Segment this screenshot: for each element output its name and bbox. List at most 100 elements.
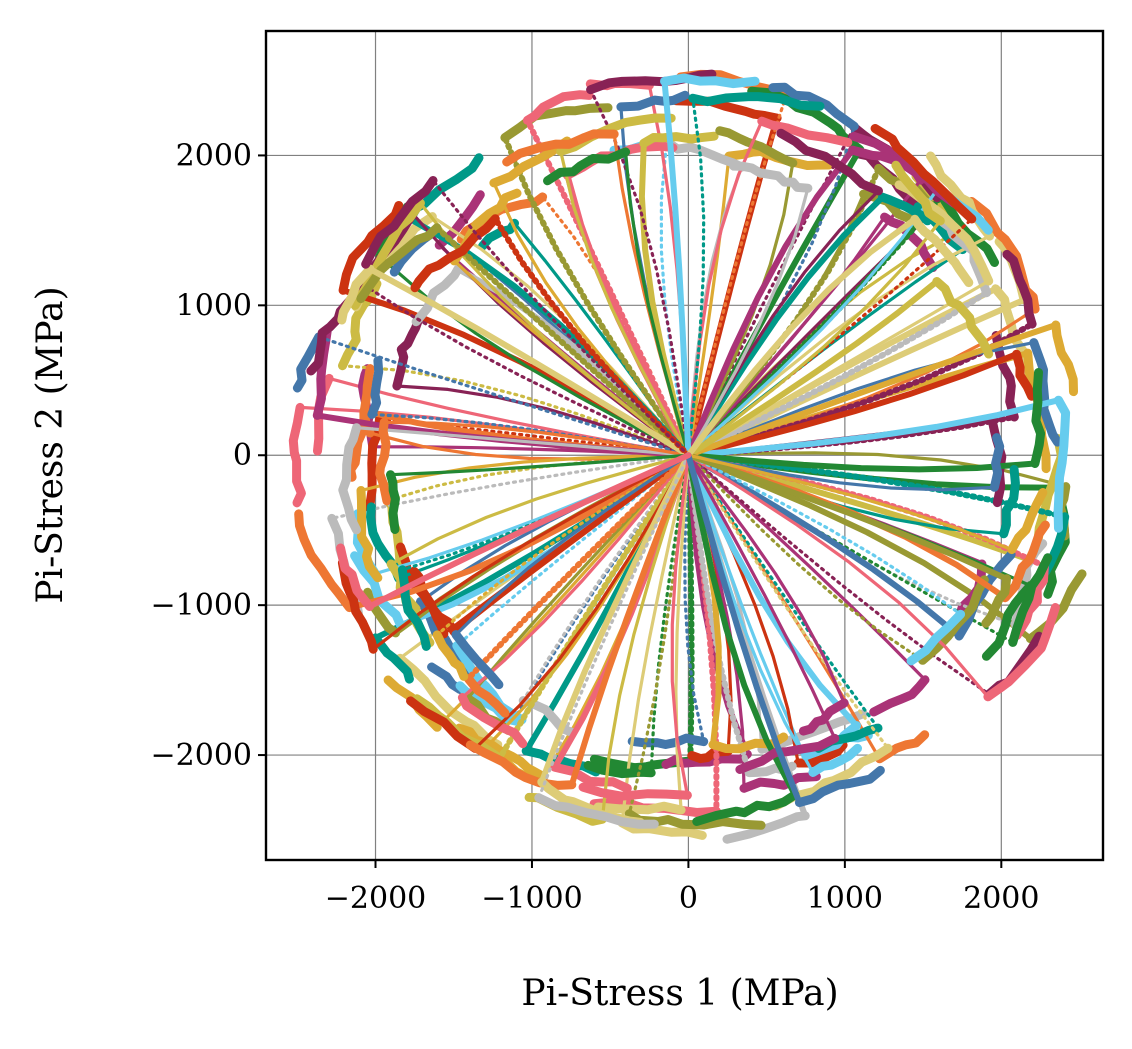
series-tail: [891, 160, 945, 226]
series-tail: [771, 743, 893, 811]
series-tail: [627, 733, 709, 749]
series-tail: [671, 96, 782, 123]
series-tail: [870, 124, 977, 224]
plot-frame: [264, 29, 1105, 862]
series-tail: [757, 709, 868, 754]
series-tail: [708, 732, 789, 754]
ticks: −2000 −1000 0 1000 2000 −2000 −1000 0 1000 2000: [151, 138, 1040, 916]
series-tail: [1008, 553, 1053, 647]
series-tail: [432, 630, 469, 681]
x-tick-label: −2000: [325, 881, 426, 916]
y-tick-label: 2000: [176, 138, 252, 173]
series-tail: [981, 581, 1035, 661]
series-tail: [361, 176, 438, 269]
x-tick-label: −1000: [481, 881, 582, 916]
series-tail: [688, 92, 825, 111]
series-tail: [722, 811, 810, 844]
series-tail: [739, 772, 821, 793]
series-tail: [392, 312, 424, 391]
series-tail: [294, 509, 354, 613]
y-tick-label: −1000: [151, 588, 252, 623]
series-tail: [616, 90, 690, 112]
y-tick-label: −2000: [151, 738, 252, 773]
series-tail: [932, 277, 994, 359]
series-tail: [338, 423, 361, 535]
series-tail: [768, 82, 859, 131]
series-tail: [338, 201, 404, 295]
series-tail: [336, 543, 375, 611]
series-tail: [794, 765, 885, 807]
series-tail: [367, 356, 384, 419]
series-tail: [356, 486, 383, 583]
series-tail: [288, 402, 306, 508]
y-axis-label: Pi-Stress 2 (MPa): [30, 286, 71, 603]
series-tail: [489, 136, 572, 188]
series-tail: [1051, 320, 1078, 397]
series-tail: [991, 331, 1019, 422]
series-tail: [1053, 395, 1071, 533]
series-tail: [371, 633, 414, 684]
series-tail: [593, 801, 686, 815]
series-tail: [729, 161, 813, 193]
series-tail: [869, 675, 930, 717]
series-tail: [1007, 488, 1048, 555]
series-tail: [522, 90, 594, 125]
series-tail: [457, 693, 528, 749]
series-tail: [337, 264, 375, 325]
series-tail: [1030, 368, 1046, 468]
series-tail: [967, 197, 1040, 314]
series-tail: [543, 147, 631, 186]
series-tail: [687, 746, 733, 764]
series-tail: [1012, 561, 1049, 640]
series-tail: [1012, 349, 1037, 401]
series-tail: [875, 730, 930, 764]
series-tail: [776, 128, 883, 196]
series-tail: [406, 696, 480, 753]
series-line: [686, 453, 1041, 696]
series-tail: [410, 214, 500, 293]
x-axis-label: Pi-Stress 1 (MPa): [521, 973, 838, 1014]
series-tail: [1002, 249, 1037, 329]
series-tail: [1029, 338, 1062, 447]
series-tail: [375, 417, 392, 506]
series-tail: [798, 698, 849, 736]
series-tail: [292, 332, 324, 393]
series-tail: [981, 574, 1012, 628]
series-tail: [692, 790, 800, 826]
series-tail: [534, 793, 659, 829]
series-tail: [337, 558, 378, 654]
y-tick-label: 1000: [176, 288, 252, 323]
x-tick-label: 1000: [807, 881, 883, 916]
series-tail: [356, 223, 442, 304]
series-tail: [583, 760, 656, 779]
series-tail: [989, 433, 1005, 492]
series-tail: [411, 264, 463, 327]
series-tail: [500, 103, 613, 143]
series-tail: [617, 818, 707, 840]
series-tail: [983, 603, 1060, 702]
series-tail: [363, 587, 400, 638]
series-tail: [660, 73, 760, 89]
series-tail: [452, 641, 527, 725]
series-tail: [550, 762, 632, 793]
series-tail: [1000, 520, 1050, 603]
series-tail: [910, 214, 974, 288]
series-tail: [757, 116, 853, 147]
series-tail: [639, 131, 719, 148]
x-tick-label: 0: [679, 881, 698, 916]
series-tail: [578, 782, 692, 801]
series-tail: [502, 129, 619, 167]
series-layer: [288, 69, 1087, 844]
series-tail: [808, 743, 862, 777]
series-tail: [666, 139, 747, 172]
series-tail: [906, 609, 966, 666]
x-tick-label: 2000: [963, 881, 1039, 916]
y-tick-label: 0: [233, 438, 252, 473]
series-tail: [386, 470, 400, 534]
series-tail: [999, 465, 1020, 539]
series-tail: [463, 674, 510, 718]
series-tail: [715, 126, 798, 168]
series-tail: [451, 630, 504, 690]
series-tail: [395, 653, 503, 750]
